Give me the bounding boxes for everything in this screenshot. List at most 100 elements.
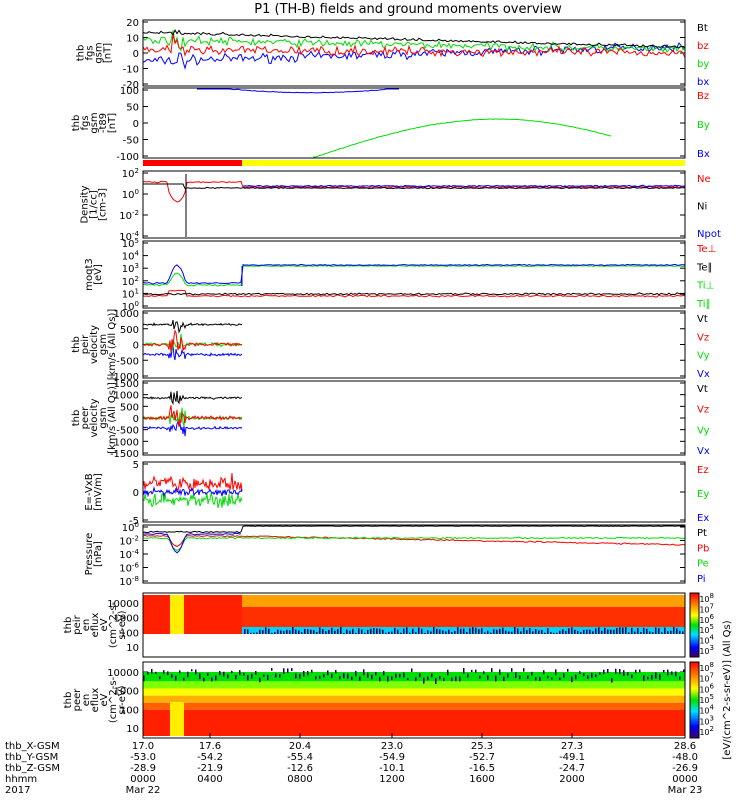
ylabel-line: peir <box>72 614 83 634</box>
ytick-label: 10 <box>126 34 139 45</box>
ytick-label: 105 <box>122 237 139 250</box>
ylabel-line: velocity <box>89 398 100 437</box>
ylabel-line: -t89 <box>98 113 109 133</box>
ytick-label: 100 <box>120 628 139 639</box>
ylabel-line: fgs <box>84 45 95 60</box>
series-pe <box>143 536 685 551</box>
colorbar-tick: 107 <box>699 672 714 684</box>
heat-band <box>143 595 685 607</box>
heat-speck <box>547 628 549 639</box>
series-bx <box>143 42 685 71</box>
heat-speck <box>427 676 429 681</box>
xaxis-value: -26.9 <box>672 763 698 774</box>
heat-speck <box>495 675 497 682</box>
ytick-label: 10-2 <box>119 209 139 222</box>
heat-speck <box>179 670 181 674</box>
ylabel-line: eflux <box>90 688 101 713</box>
heat-speck <box>239 670 241 676</box>
xaxis-value: 27.3 <box>561 741 583 752</box>
ytick-label: 102 <box>122 275 139 288</box>
heat-speck <box>664 627 666 636</box>
heat-speck <box>631 674 633 679</box>
heat-speck <box>658 628 660 638</box>
series-ex <box>143 485 243 498</box>
ytick-label: 0 <box>133 49 139 60</box>
heat-speck <box>622 627 624 639</box>
series-vt <box>143 319 243 334</box>
heat-band <box>143 695 685 703</box>
ylabel-line: [1/cc] <box>89 190 100 219</box>
colorbar-tick: 105 <box>699 693 714 705</box>
xaxis-value: -16.5 <box>469 763 495 774</box>
heat-speck <box>247 675 249 681</box>
ytick-label: 0 <box>133 341 139 352</box>
legend-Vz: Vz <box>697 332 709 343</box>
heat-speck <box>223 671 225 677</box>
legend-Te⊥: Te⊥ <box>696 244 716 255</box>
series-vz <box>143 405 242 428</box>
series-vt <box>143 390 243 406</box>
heat-speck <box>635 669 637 674</box>
xaxis-value: -10.1 <box>379 763 405 774</box>
ylabel-line: en <box>81 694 92 707</box>
xaxis-value: -24.7 <box>559 763 585 774</box>
xaxis-value: -55.4 <box>287 752 313 763</box>
heat-speck <box>519 675 521 680</box>
series-vy <box>143 333 243 353</box>
heat-speck <box>475 669 477 673</box>
heat-speck <box>143 675 145 682</box>
heat-speck <box>267 674 269 681</box>
legend-Vt: Vt <box>697 314 708 325</box>
panel-3: 102 100 10-2 10-4 Density[1/cc][cm-3] Ne Ni Npo… <box>80 167 721 243</box>
heat-speck <box>651 674 653 680</box>
ylabel-line: thb <box>63 617 74 634</box>
heat-speck <box>383 671 385 676</box>
xaxis-value: -54.2 <box>197 752 223 763</box>
heat-speck <box>235 674 237 680</box>
heat-speck <box>457 627 459 637</box>
heat-speck <box>327 670 329 676</box>
heat-speck <box>643 675 645 682</box>
legend-Vy: Vy <box>697 351 710 362</box>
series-by <box>143 30 685 54</box>
heat-speck <box>351 676 353 681</box>
colorbar-tick: 107 <box>699 602 714 614</box>
plot-title: P1 (TH-B) fields and ground moments over… <box>254 2 562 17</box>
panel-frame <box>142 380 686 456</box>
ylabel-line: eV <box>99 618 110 631</box>
heat-speck <box>376 628 378 640</box>
heat-speck <box>183 677 185 681</box>
heat-speck <box>231 670 233 674</box>
xaxis-date: Mar 23 <box>668 785 703 796</box>
heat-speck <box>463 668 465 674</box>
panel-5: 1000 500 0 -500 -1000 thbpeirvelocitygsm[km/s… <box>71 309 710 383</box>
legend-Te∥: Te∥ <box>696 262 713 273</box>
plot-area <box>143 263 685 298</box>
ytick-label: 10-6 <box>119 562 139 575</box>
colorbar <box>689 592 700 658</box>
heat-speck <box>147 671 149 675</box>
heat-speck <box>219 670 221 676</box>
ylabel-line: [mV/m] <box>93 473 104 511</box>
heat-speck <box>487 630 489 638</box>
heat-speck <box>283 668 285 674</box>
panel-10: 10000 1000 100 10 thbpeerenefluxeV(cm^2-s-sr… <box>63 661 686 739</box>
ytick-label: 100 <box>120 705 139 716</box>
ytick-label: -20 <box>123 80 139 91</box>
ytick-label: 10-4 <box>119 548 139 561</box>
ylabel-line: thb <box>75 45 86 62</box>
xaxis-value: -49.1 <box>559 752 585 763</box>
legend-Pb: Pb <box>697 543 709 554</box>
mode-bar-red <box>143 160 242 166</box>
heat-speck <box>639 669 641 673</box>
heat-speck <box>529 627 531 635</box>
heat-speck <box>387 675 389 682</box>
heat-speck <box>535 629 537 639</box>
heat-speck <box>347 673 349 679</box>
colorbar-tick: 108 <box>699 661 714 673</box>
panel-frame <box>142 592 686 658</box>
heat-speck <box>619 627 621 639</box>
heat-speck <box>637 628 639 638</box>
ylabel-line: peir <box>80 334 91 354</box>
